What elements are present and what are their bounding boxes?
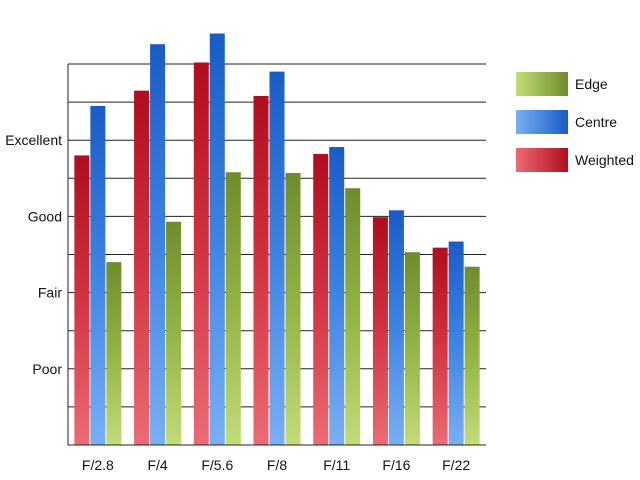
x-tick-label: F/8 [267,457,287,473]
x-tick-label: F/11 [323,457,350,473]
bar-weighted-f22 [432,247,448,445]
legend-swatch-weighted [516,148,568,172]
bar-edge-f11 [345,188,361,445]
bar-centre-f22 [448,241,464,445]
bar-weighted-f8 [253,96,269,445]
y-tick-label: Poor [32,361,62,377]
axes [67,64,486,446]
bar-weighted-f16 [372,217,388,445]
bar-edge-f16 [404,252,420,445]
x-tick-label: F/4 [147,457,167,473]
x-tick-label: F/2.8 [82,457,114,473]
x-tick-label: F/5.6 [201,457,233,473]
bar-weighted-f56 [193,62,209,445]
x-tick-labels: F/2.8 F/4 F/5.6 F/8 F/11 F/16 F/22 [82,457,470,473]
x-tick-label: F/16 [382,457,410,473]
legend-label-centre: Centre [575,114,618,130]
bar-edge-f28 [106,262,122,445]
bar-centre-f28 [90,105,106,445]
bar-edge-f22 [464,266,480,445]
y-tick-label: Good [28,208,62,224]
bar-centre-f8 [269,71,285,446]
bar-edge-f8 [285,172,301,445]
bar-weighted-f11 [313,153,329,445]
legend-label-edge: Edge [575,76,608,92]
bar-weighted-f28 [74,155,90,445]
bar-edge-f56 [225,172,241,446]
bar-weighted-f4 [134,90,150,446]
legend-label-weighted: Weighted [575,152,634,168]
bar-centre-f56 [209,33,225,446]
legend-swatch-edge [516,72,568,96]
bars [74,33,480,446]
legend-swatch-centre [516,110,568,134]
bar-centre-f11 [329,147,345,446]
y-tick-label: Fair [38,285,62,301]
bar-centre-f16 [388,210,404,445]
bar-centre-f4 [150,44,166,446]
y-tick-labels: Poor Fair Good Excellent [5,132,62,377]
bar-edge-f4 [166,221,182,445]
x-tick-label: F/22 [442,457,470,473]
y-tick-label: Excellent [5,132,62,148]
